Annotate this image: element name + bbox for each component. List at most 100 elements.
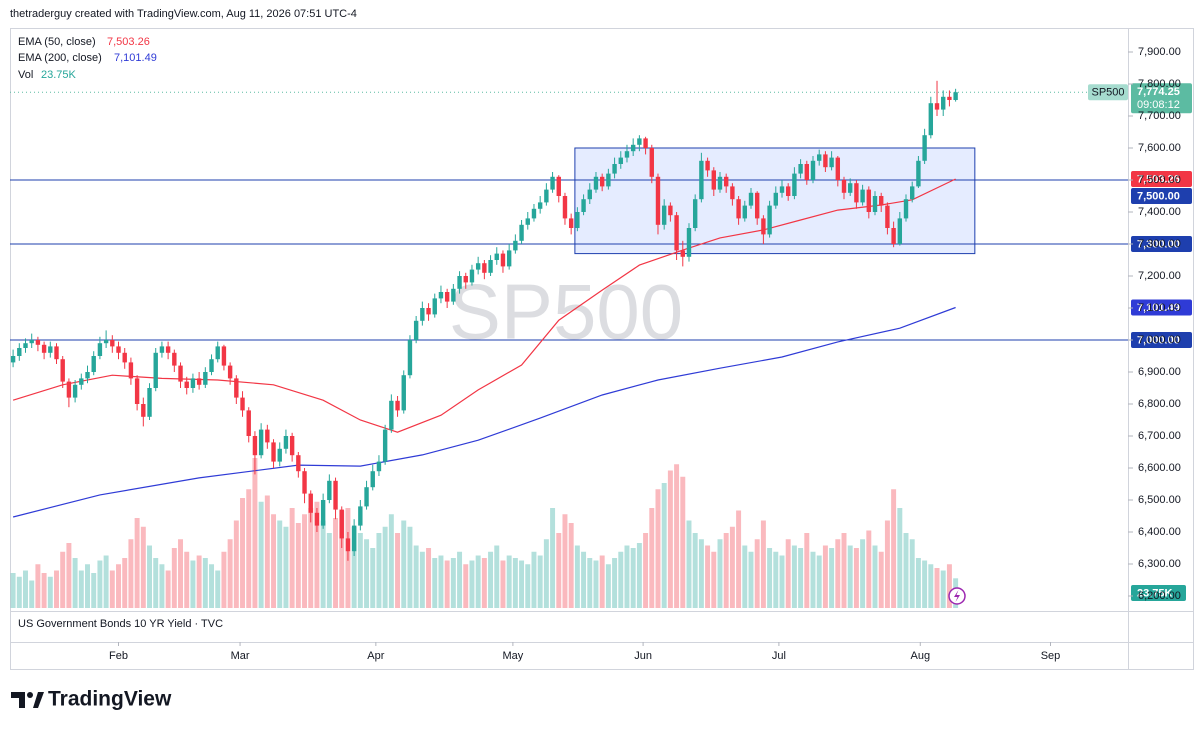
ema-badge-label: 7,101.49 xyxy=(1137,302,1180,314)
candle-body xyxy=(147,388,152,417)
candle-body xyxy=(699,160,704,200)
candle-body xyxy=(23,343,28,348)
alert-icon[interactable] xyxy=(948,587,966,605)
volume-bar xyxy=(798,548,804,608)
volume-bar xyxy=(754,539,760,608)
volume-bar xyxy=(277,520,283,608)
candle-body xyxy=(178,365,183,382)
candle-body xyxy=(624,151,630,158)
volume-bar xyxy=(426,548,432,608)
candle-body xyxy=(668,205,673,216)
candle-body xyxy=(612,164,617,174)
volume-bar xyxy=(128,539,134,608)
volume-bar xyxy=(891,489,897,608)
candle-body xyxy=(221,346,227,366)
candle-body xyxy=(488,260,493,273)
volume-badge xyxy=(1131,585,1186,601)
candle-body xyxy=(891,228,896,244)
candle-body xyxy=(754,192,760,219)
candle-body xyxy=(475,263,481,270)
candle-body xyxy=(953,92,958,100)
candle-body xyxy=(159,346,165,353)
volume-bar xyxy=(444,560,450,608)
volume-bar xyxy=(773,551,779,608)
candle-body xyxy=(742,205,747,219)
candle-body xyxy=(103,340,109,344)
candle-body xyxy=(116,346,121,353)
candle-body xyxy=(289,436,295,456)
header: thetraderguy created with TradingView.co… xyxy=(10,8,357,20)
candle-body xyxy=(537,202,543,209)
y-tick-label: 6,900.00 xyxy=(1138,366,1181,378)
volume-bar xyxy=(897,508,903,608)
candle-body xyxy=(72,384,78,398)
volume-bar xyxy=(246,489,252,608)
volume-bar xyxy=(866,530,872,608)
volume-bar xyxy=(841,533,847,608)
candle-body xyxy=(785,186,791,196)
volume-bar xyxy=(736,510,742,608)
volume-bar xyxy=(481,558,487,608)
volume-bar xyxy=(934,568,940,608)
volume-bar xyxy=(791,545,797,608)
candle-body xyxy=(506,250,512,267)
candle-body xyxy=(234,378,239,398)
candle-body xyxy=(879,196,884,206)
volume-bar xyxy=(599,555,605,608)
volume-bar xyxy=(227,539,233,608)
candle-body xyxy=(141,404,146,417)
volume-bar xyxy=(103,555,109,608)
candle-body xyxy=(277,448,282,462)
x-tick-label: Aug xyxy=(910,650,930,662)
volume-bar xyxy=(153,558,159,608)
candle-body xyxy=(692,199,698,228)
candle-body xyxy=(779,186,785,193)
volume-bar xyxy=(91,573,97,608)
hline-badge-label: 7,500.00 xyxy=(1137,190,1180,202)
candle-body xyxy=(761,218,766,235)
candle-body xyxy=(227,365,233,379)
candle-body xyxy=(283,436,289,449)
volume-bar xyxy=(760,520,766,608)
volume-bar xyxy=(667,470,673,608)
candle-body xyxy=(345,538,351,552)
watermark: SP500 xyxy=(449,268,683,356)
ema-badge xyxy=(1131,299,1192,316)
candle-body xyxy=(79,378,84,385)
candle-body xyxy=(444,292,450,302)
candle-body xyxy=(314,512,320,526)
candle-body xyxy=(655,176,661,225)
volume-bar xyxy=(568,523,574,608)
candle-body xyxy=(500,253,506,267)
candle-body xyxy=(643,138,648,148)
x-tick-label: Jun xyxy=(634,650,652,662)
volume-bar xyxy=(500,560,506,608)
y-tick-label: 6,700.00 xyxy=(1138,430,1181,442)
candle-body xyxy=(599,176,605,187)
volume-bar xyxy=(729,526,735,608)
candle-body xyxy=(817,154,822,161)
volume-bar xyxy=(767,548,773,608)
candle-body xyxy=(389,400,394,430)
candle-body xyxy=(463,276,468,283)
candle-body xyxy=(370,471,375,488)
candle-body xyxy=(581,199,586,212)
candle-body xyxy=(451,288,456,302)
ema-line xyxy=(12,306,956,518)
volume-bar xyxy=(822,545,828,608)
candle-body xyxy=(630,144,636,152)
volume-bar xyxy=(326,533,332,608)
volume-bar xyxy=(140,526,146,608)
candle-body xyxy=(730,186,735,200)
candle-body xyxy=(413,320,419,340)
candle-body xyxy=(17,348,22,356)
plot xyxy=(10,80,1128,608)
volume-bar xyxy=(661,483,667,608)
candle-body xyxy=(593,176,599,190)
candle-body xyxy=(556,176,561,196)
volume-bar xyxy=(717,539,723,608)
candle-body xyxy=(271,442,276,462)
candle-body xyxy=(835,157,841,180)
volume-bar xyxy=(388,514,394,608)
alert-bolt[interactable] xyxy=(954,590,960,602)
